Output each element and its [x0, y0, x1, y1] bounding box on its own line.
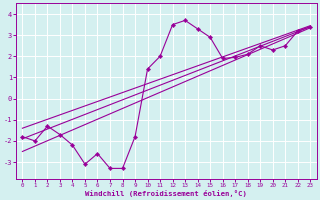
X-axis label: Windchill (Refroidissement éolien,°C): Windchill (Refroidissement éolien,°C) — [85, 190, 247, 197]
